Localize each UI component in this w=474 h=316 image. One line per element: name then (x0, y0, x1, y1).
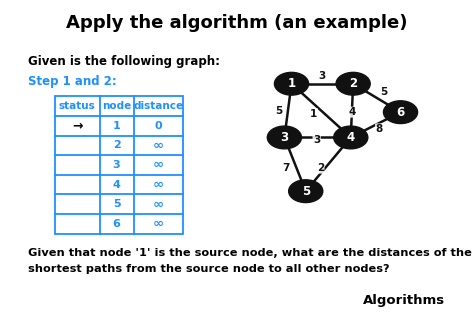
Text: Given is the following graph:: Given is the following graph: (28, 55, 220, 68)
Text: 5: 5 (275, 106, 283, 116)
Circle shape (289, 180, 323, 203)
Text: ∞: ∞ (153, 217, 164, 230)
Text: 3: 3 (113, 160, 120, 170)
Text: 4: 4 (346, 131, 355, 144)
Text: shortest paths from the source node to all other nodes?: shortest paths from the source node to a… (28, 264, 390, 274)
Text: ∞: ∞ (153, 139, 164, 152)
Text: 7: 7 (282, 163, 290, 173)
Bar (55, 96, 183, 234)
Text: 2: 2 (349, 77, 357, 90)
Text: node: node (102, 101, 131, 111)
Text: ∞: ∞ (153, 198, 164, 211)
Text: Apply the algorithm (an example): Apply the algorithm (an example) (66, 14, 408, 32)
Text: 5: 5 (380, 87, 388, 97)
Text: 6: 6 (113, 219, 120, 229)
Circle shape (383, 101, 418, 124)
Text: Algorithms: Algorithms (364, 294, 446, 307)
Circle shape (334, 126, 368, 149)
Circle shape (336, 72, 370, 95)
Text: 1: 1 (310, 109, 318, 119)
Text: →: → (72, 119, 82, 132)
Text: 4: 4 (348, 107, 356, 117)
Text: 2: 2 (113, 140, 120, 150)
Text: ∞: ∞ (153, 178, 164, 191)
Text: 0: 0 (155, 121, 163, 131)
Text: 5: 5 (301, 185, 310, 198)
Text: Given that node '1' is the source node, what are the distances of the: Given that node '1' is the source node, … (28, 248, 472, 258)
Text: 8: 8 (375, 124, 383, 134)
Text: 3: 3 (313, 135, 320, 145)
Text: 2: 2 (317, 163, 324, 173)
Text: 3: 3 (280, 131, 289, 144)
Text: distance: distance (134, 101, 183, 111)
Circle shape (274, 72, 309, 95)
Text: 6: 6 (396, 106, 405, 119)
Text: 1: 1 (287, 77, 296, 90)
Text: 4: 4 (113, 179, 120, 190)
Circle shape (267, 126, 301, 149)
Text: Step 1 and 2:: Step 1 and 2: (28, 75, 117, 88)
Text: ∞: ∞ (153, 158, 164, 172)
Text: 3: 3 (319, 71, 326, 81)
Text: 5: 5 (113, 199, 120, 209)
Text: 1: 1 (113, 121, 120, 131)
Text: status: status (59, 101, 95, 111)
